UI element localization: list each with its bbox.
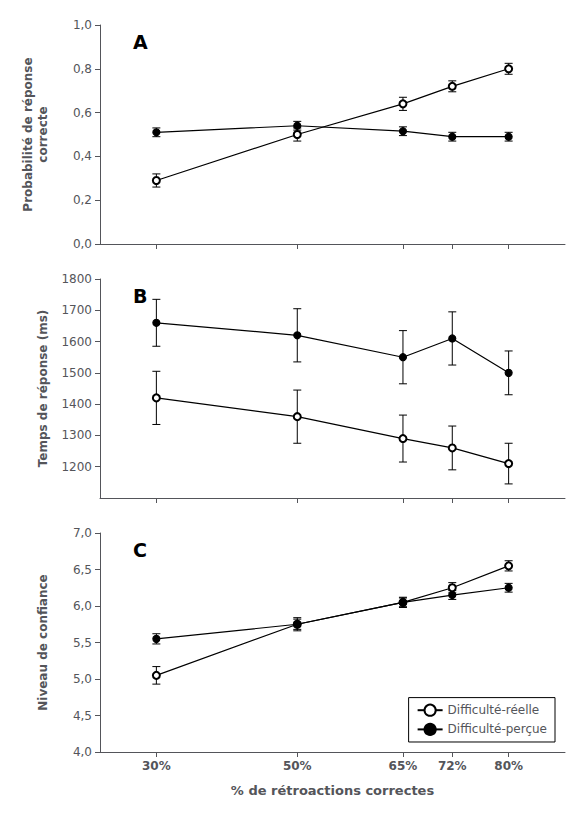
svg-text:1500: 1500 <box>61 366 92 380</box>
svg-text:1,0: 1,0 <box>73 18 92 32</box>
svg-text:50%: 50% <box>283 759 312 773</box>
svg-text:Probabilité de réponse: Probabilité de réponse <box>21 57 35 211</box>
svg-text:Difficulté-réelle: Difficulté-réelle <box>448 703 540 717</box>
svg-text:30%: 30% <box>142 759 171 773</box>
svg-text:65%: 65% <box>389 759 418 773</box>
svg-text:Difficulté-perçue: Difficulté-perçue <box>448 722 547 736</box>
svg-text:0,8: 0,8 <box>73 62 92 76</box>
svg-text:80%: 80% <box>494 759 523 773</box>
svg-text:C: C <box>133 539 147 561</box>
svg-text:0,4: 0,4 <box>73 149 92 163</box>
svg-text:5,5: 5,5 <box>73 636 92 650</box>
svg-text:6,0: 6,0 <box>73 599 92 613</box>
svg-text:B: B <box>133 285 147 307</box>
svg-text:Niveau de confiance: Niveau de confiance <box>36 574 50 711</box>
svg-text:0,6: 0,6 <box>73 106 92 120</box>
svg-text:7,0: 7,0 <box>73 526 92 540</box>
svg-text:1600: 1600 <box>61 335 92 349</box>
svg-text:6,5: 6,5 <box>73 563 92 577</box>
svg-text:1700: 1700 <box>61 303 92 317</box>
svg-text:Temps de réponse (ms): Temps de réponse (ms) <box>36 310 50 468</box>
svg-text:1300: 1300 <box>61 428 92 442</box>
svg-text:72%: 72% <box>438 759 467 773</box>
svg-text:A: A <box>133 31 148 53</box>
svg-text:1200: 1200 <box>61 460 92 474</box>
svg-text:0,0: 0,0 <box>73 237 92 251</box>
svg-text:1400: 1400 <box>61 397 92 411</box>
svg-text:1800: 1800 <box>61 272 92 286</box>
svg-text:% de rétroactions correctes: % de rétroactions correctes <box>231 783 435 798</box>
svg-text:4,5: 4,5 <box>73 709 92 723</box>
svg-text:0,2: 0,2 <box>73 193 92 207</box>
svg-text:4,0: 4,0 <box>73 745 92 759</box>
svg-text:correcte: correcte <box>36 106 50 162</box>
svg-text:5,0: 5,0 <box>73 672 92 686</box>
